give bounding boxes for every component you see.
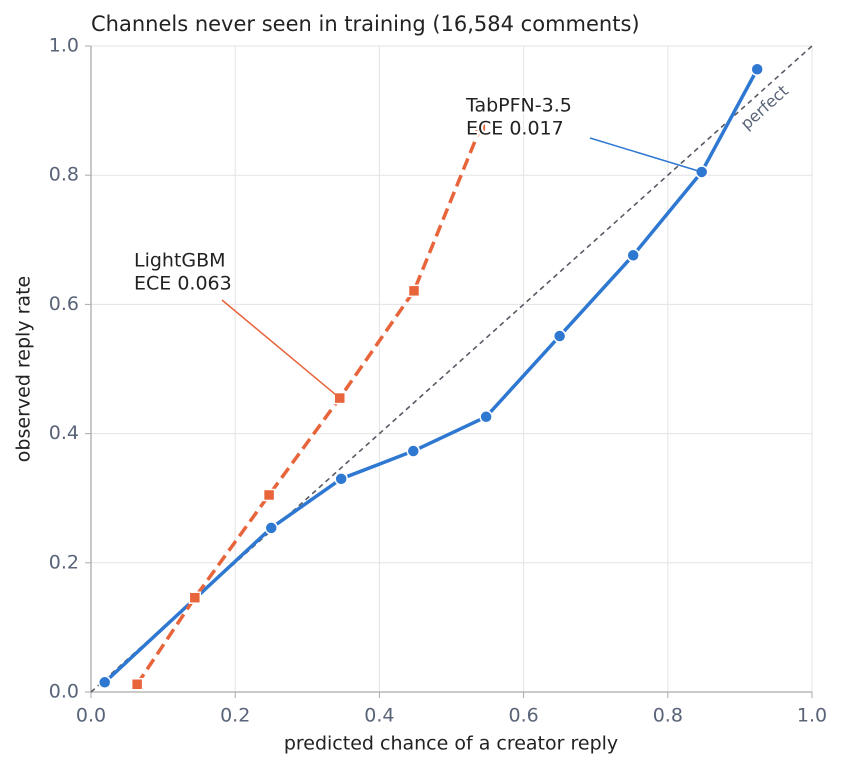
annotation-text: LightGBM — [134, 250, 226, 272]
annotation-arrow — [221, 299, 341, 399]
y-axis-label: observed reply rate — [13, 276, 35, 462]
series-line — [103, 68, 759, 684]
annotation-text: TabPFN-3.5 — [465, 95, 572, 117]
point — [264, 521, 278, 535]
y-tick-label: 0.0 — [49, 681, 79, 703]
x-tick-label: 0.8 — [653, 705, 683, 727]
y-tick-label: 1.0 — [49, 35, 79, 57]
y-tick-label: 0.2 — [49, 551, 79, 573]
point — [474, 121, 487, 135]
point — [750, 62, 764, 77]
annotation-text: ECE 0.017 — [466, 118, 564, 140]
annotation-arrow — [589, 137, 702, 173]
x-tick-label: 0.6 — [508, 705, 538, 727]
point — [626, 248, 640, 263]
point — [479, 410, 493, 424]
y-tick-label: 0.8 — [49, 164, 79, 186]
point — [552, 329, 567, 343]
chart-title: Channels never seen in training (16,584 … — [91, 12, 640, 36]
x-axis-label: predicted chance of a creator reply — [284, 733, 618, 755]
point — [130, 677, 144, 691]
point — [406, 444, 421, 458]
x-tick-label: 0.4 — [364, 705, 394, 727]
point — [407, 284, 421, 298]
x-tick-label: 0.0 — [76, 705, 106, 727]
point — [262, 488, 276, 502]
point — [97, 675, 112, 690]
series-line — [135, 127, 482, 686]
y-tick-label: 0.4 — [49, 422, 79, 444]
point — [334, 472, 348, 486]
y-tick-label: 0.6 — [49, 293, 79, 315]
annotation-text: ECE 0.063 — [134, 273, 232, 295]
point — [188, 591, 202, 604]
x-tick-label: 1.0 — [797, 705, 827, 727]
x-tick-label: 0.2 — [220, 705, 250, 727]
